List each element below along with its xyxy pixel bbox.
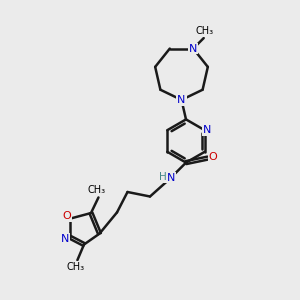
Text: N: N [177, 95, 186, 105]
Text: CH₃: CH₃ [67, 262, 85, 272]
Text: O: O [208, 152, 217, 162]
Text: CH₃: CH₃ [88, 185, 106, 195]
Text: N: N [189, 44, 197, 54]
Text: N: N [203, 125, 211, 135]
Text: N: N [167, 172, 175, 183]
Text: CH₃: CH₃ [196, 26, 214, 37]
Text: H: H [159, 172, 167, 182]
Text: N: N [61, 234, 69, 244]
Text: O: O [62, 211, 71, 221]
